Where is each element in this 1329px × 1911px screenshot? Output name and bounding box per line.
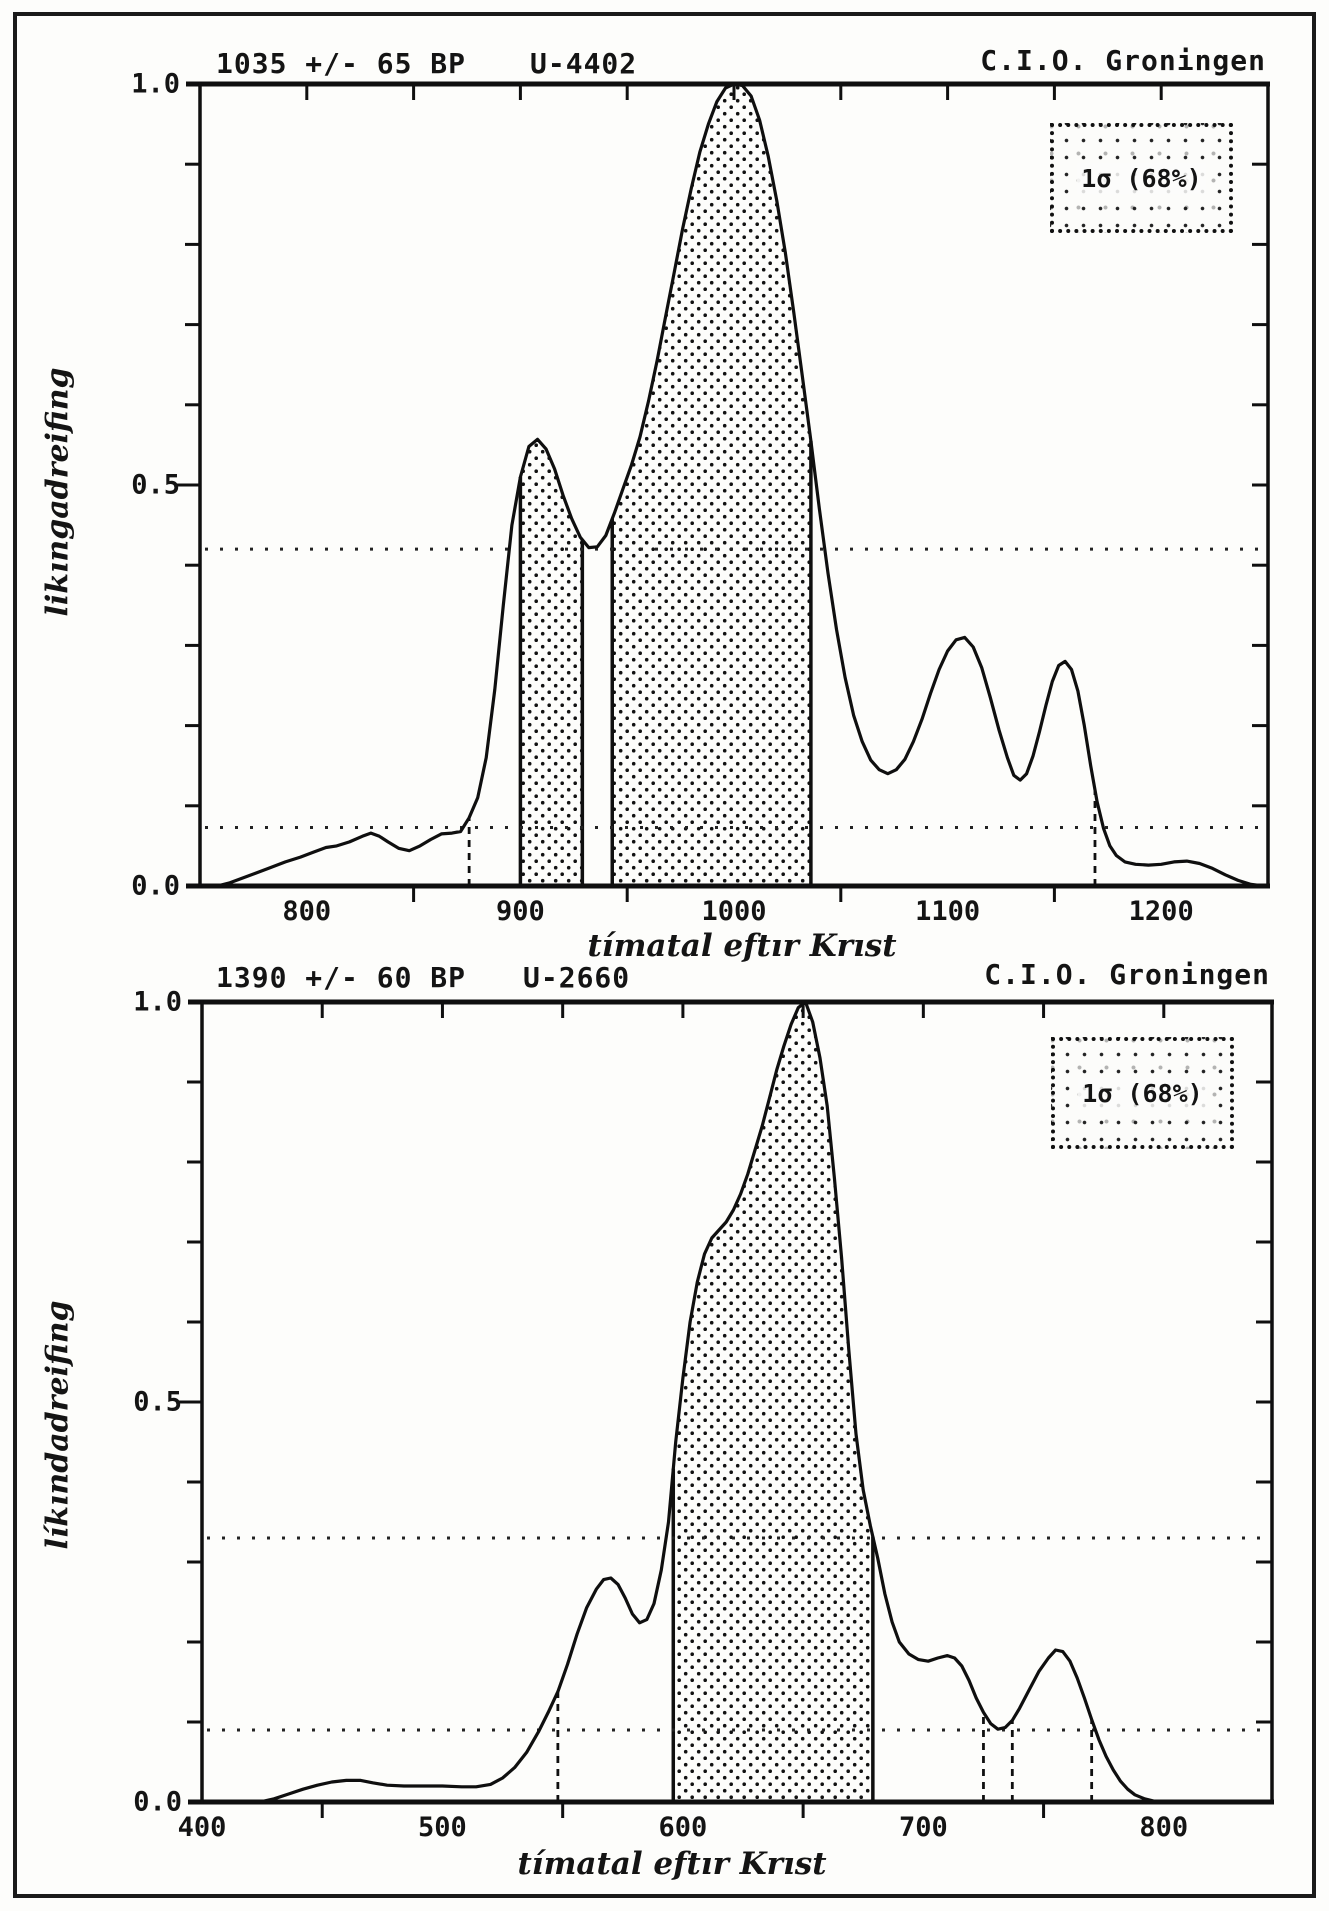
sigma-region	[673, 1002, 873, 1802]
x-tick-label: 700	[898, 1812, 948, 1843]
y-tick-label: 1.0	[133, 986, 182, 1018]
probability-curve	[258, 1000, 1166, 1804]
chart2-institute-label: C.I.O. Groningen	[984, 958, 1270, 991]
x-tick-label: 400	[177, 1812, 227, 1843]
chart2-lab-code-label: U-2660	[523, 961, 631, 994]
chart2-radiocarbon-date-label: 1390 +/- 60 BP	[216, 961, 467, 994]
chart1-x-axis-label: tímatal eftır Krıst	[587, 928, 897, 964]
chart-1-graphics	[174, 81, 1270, 902]
chart2-legend-label: 1σ (68%)	[1078, 1077, 1207, 1109]
x-tick-label: 900	[496, 896, 545, 927]
x-tick-label: 1100	[915, 896, 981, 927]
chart1-y-axis-label: likıngadreifing	[40, 367, 76, 617]
x-tick-label: 800	[1139, 1812, 1189, 1843]
chart1-legend-box: 1σ (68%)	[1050, 123, 1233, 233]
x-tick-label: 500	[418, 1812, 467, 1843]
chart1-institute-label: C.I.O. Groningen	[980, 44, 1266, 77]
chart1-lab-code-label: U-4402	[530, 47, 638, 80]
probability-curve	[215, 82, 1266, 888]
chart1-legend-label: 1σ (68%)	[1077, 162, 1206, 194]
x-tick-label: 800	[282, 896, 332, 927]
y-tick-label: 0.5	[131, 469, 180, 501]
x-tick-label: 600	[658, 1812, 708, 1843]
sigma-region	[520, 439, 583, 886]
chart2-y-axis-label: líkındadreifing	[40, 1300, 76, 1550]
y-tick-label: 0.0	[133, 1786, 182, 1818]
y-tick-label: 0.0	[131, 870, 180, 902]
y-tick-label: 0.5	[133, 1386, 182, 1418]
chart2-x-axis-label: tímatal eftır Krıst	[517, 1846, 827, 1882]
x-tick-label: 1200	[1128, 896, 1194, 927]
sigma-region	[612, 84, 811, 886]
chart2-legend-box: 1σ (68%)	[1051, 1037, 1234, 1149]
y-tick-label: 1.0	[131, 68, 180, 100]
chart-2-graphics	[176, 999, 1274, 1818]
x-tick-label: 1000	[701, 896, 767, 927]
chart1-radiocarbon-date-label: 1035 +/- 65 BP	[216, 47, 467, 80]
